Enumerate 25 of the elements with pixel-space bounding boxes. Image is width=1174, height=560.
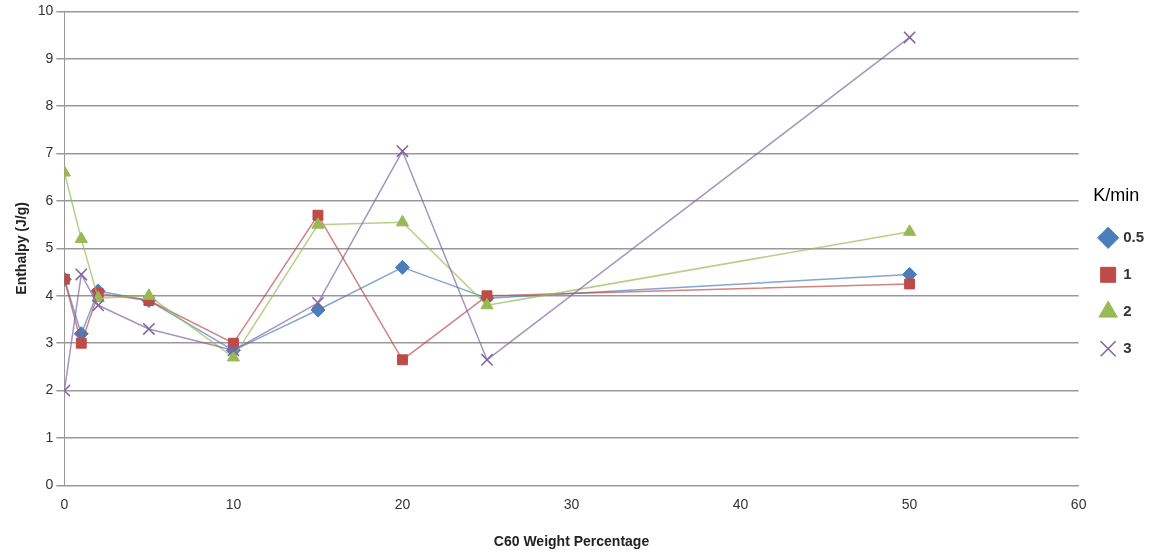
y-tick-label: 1 (45, 428, 54, 445)
x-tick-label: 0 (60, 495, 69, 512)
y-tick-label: 10 (37, 2, 54, 19)
y-tick-label: 9 (45, 49, 54, 66)
x-tick-label: 50 (901, 495, 918, 512)
x-axis-title: C60 Weight Percentage (493, 533, 650, 550)
y-tick-label: 3 (45, 334, 54, 351)
x-tick-label: 30 (563, 495, 580, 512)
x-tick-label: 20 (394, 495, 411, 512)
y-tick-label: 7 (45, 144, 54, 161)
y-axis-title: Enthalpy (J/g) (13, 202, 30, 295)
legend-label: 0.5 (1123, 227, 1145, 245)
legend-label: 2 (1123, 301, 1132, 319)
y-tick-label: 2 (45, 381, 54, 398)
y-tick-label: 0 (45, 476, 54, 493)
x-tick-label: 60 (1070, 495, 1087, 512)
y-tick-label: 4 (45, 286, 54, 303)
x-tick-label: 40 (732, 495, 749, 512)
legend-label: 1 (1123, 264, 1132, 282)
legend-label: 3 (1123, 338, 1132, 356)
y-tick-label: 6 (45, 191, 54, 208)
y-tick-label: 8 (45, 97, 54, 114)
legend-title: K/min (1093, 184, 1140, 205)
y-tick-label: 5 (45, 239, 54, 256)
x-tick-label: 10 (225, 495, 242, 512)
